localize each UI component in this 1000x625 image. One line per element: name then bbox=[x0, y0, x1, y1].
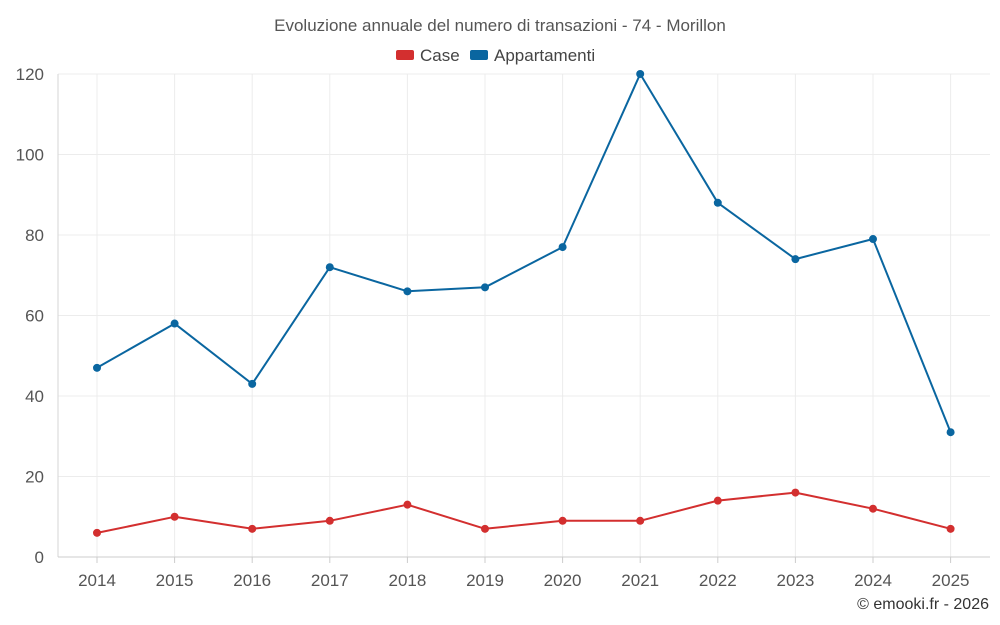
y-tick-label-40: 40 bbox=[25, 387, 44, 406]
point-appartamenti-2021[interactable] bbox=[636, 70, 645, 78]
x-tick-label-2023: 2023 bbox=[776, 571, 814, 590]
x-tick-label-2017: 2017 bbox=[311, 571, 349, 590]
point-appartamenti-2020[interactable] bbox=[558, 243, 567, 252]
point-case-2018[interactable] bbox=[403, 500, 412, 509]
legend-swatch-appartamenti[interactable] bbox=[470, 50, 488, 60]
point-appartamenti-2024[interactable] bbox=[869, 235, 877, 244]
point-case-2019[interactable] bbox=[481, 524, 489, 533]
x-tick-label-2021: 2021 bbox=[621, 571, 659, 590]
y-tick-label-60: 60 bbox=[25, 307, 44, 326]
y-tick-label-0: 0 bbox=[35, 548, 44, 567]
series-lines bbox=[96, 73, 952, 534]
point-case-2024[interactable] bbox=[869, 504, 877, 513]
legend-label-appartamenti[interactable]: Appartamenti bbox=[494, 46, 595, 65]
point-case-2014[interactable] bbox=[93, 528, 101, 537]
y-axis-tick-labels: 0 20 40 60 80 100 120 bbox=[16, 65, 44, 567]
grid bbox=[58, 73, 990, 557]
point-appartamenti-2018[interactable] bbox=[403, 287, 412, 296]
point-case-2016[interactable] bbox=[248, 524, 257, 533]
point-case-2015[interactable] bbox=[170, 512, 179, 521]
x-tick-label-2014: 2014 bbox=[78, 571, 116, 590]
point-case-2022[interactable] bbox=[713, 496, 722, 505]
point-case-2020[interactable] bbox=[558, 516, 567, 525]
y-tick-label-100: 100 bbox=[16, 146, 44, 165]
series-line-case bbox=[96, 491, 952, 534]
point-case-2025[interactable] bbox=[946, 524, 955, 533]
point-case-2021[interactable] bbox=[636, 516, 645, 525]
chart-title: Evoluzione annuale del numero di transaz… bbox=[274, 16, 726, 35]
point-appartamenti-2023[interactable] bbox=[791, 255, 800, 264]
series-points bbox=[93, 70, 955, 537]
legend-label-case[interactable]: Case bbox=[420, 46, 460, 65]
point-appartamenti-2022[interactable] bbox=[713, 198, 722, 207]
y-tick-label-120: 120 bbox=[16, 65, 44, 84]
x-tick-label-2025: 2025 bbox=[932, 571, 970, 590]
point-appartamenti-2015[interactable] bbox=[170, 319, 179, 328]
legend[interactable]: Case Appartamenti bbox=[396, 46, 595, 65]
series-line-appartamenti bbox=[96, 73, 952, 434]
y-tick-label-80: 80 bbox=[25, 226, 44, 245]
x-tick-label-2018: 2018 bbox=[388, 571, 426, 590]
point-appartamenti-2019[interactable] bbox=[481, 283, 489, 292]
x-tick-label-2019: 2019 bbox=[466, 571, 504, 590]
legend-swatch-case[interactable] bbox=[396, 50, 414, 60]
y-tick-label-20: 20 bbox=[25, 468, 44, 487]
x-tick-label-2020: 2020 bbox=[544, 571, 582, 590]
x-tick-label-2016: 2016 bbox=[233, 571, 271, 590]
point-appartamenti-2025[interactable] bbox=[946, 428, 955, 437]
point-appartamenti-2016[interactable] bbox=[248, 379, 257, 388]
x-axis-tick-labels: 2014 2015 2016 2017 2018 2019 2020 2021 2022 2023… bbox=[78, 571, 969, 590]
point-case-2023[interactable] bbox=[791, 488, 800, 497]
x-tick-label-2024: 2024 bbox=[854, 571, 892, 590]
axes bbox=[57, 74, 990, 563]
credit-text: © emooki.fr - 2026 bbox=[857, 596, 989, 613]
x-tick-label-2022: 2022 bbox=[699, 571, 737, 590]
point-appartamenti-2014[interactable] bbox=[93, 363, 101, 372]
point-case-2017[interactable] bbox=[325, 516, 334, 525]
point-appartamenti-2017[interactable] bbox=[325, 263, 334, 272]
x-tick-label-2015: 2015 bbox=[156, 571, 194, 590]
